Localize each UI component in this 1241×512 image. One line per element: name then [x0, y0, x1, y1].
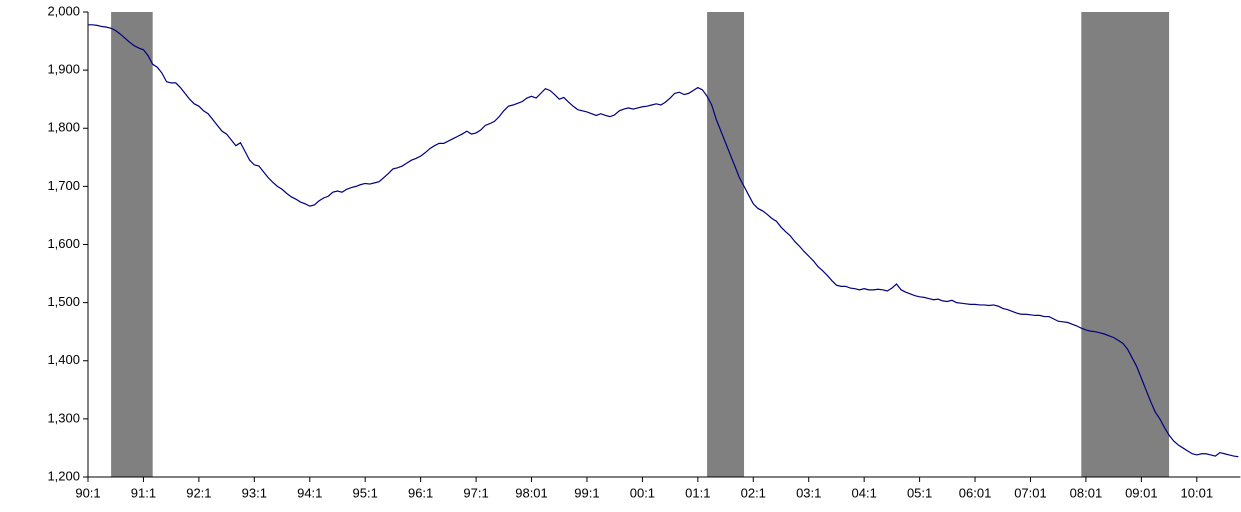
y-tick-label: 1,400 [47, 352, 80, 367]
x-tick-label: 00:1 [630, 485, 655, 500]
x-tick-label: 05:1 [907, 485, 932, 500]
y-tick-label: 1,500 [47, 294, 80, 309]
x-tick-label: 02:1 [741, 485, 766, 500]
x-tick-label: 90:1 [75, 485, 100, 500]
line-series [88, 24, 1239, 458]
x-tick-label: 07:01 [1014, 485, 1047, 500]
x-tick-label: 91:1 [131, 485, 156, 500]
x-tick-label: 97:1 [463, 485, 488, 500]
y-tick-label: 2,000 [47, 3, 80, 18]
x-tick-label: 99:1 [574, 485, 599, 500]
x-tick-label: 98:01 [515, 485, 548, 500]
y-tick-label: 1,900 [47, 62, 80, 77]
y-tick-label: 1,600 [47, 236, 80, 251]
x-tick-label: 01:1 [685, 485, 710, 500]
x-tick-label: 92:1 [186, 485, 211, 500]
x-tick-label: 08:01 [1070, 485, 1103, 500]
x-tick-label: 03:1 [796, 485, 821, 500]
y-tick-label: 1,800 [47, 120, 80, 135]
x-tick-label: 96:1 [408, 485, 433, 500]
x-tick-label: 09:01 [1125, 485, 1158, 500]
y-tick-label: 1,700 [47, 178, 80, 193]
y-tick-label: 1,300 [47, 410, 80, 425]
recession-band [707, 12, 745, 477]
x-tick-label: 10:01 [1181, 485, 1214, 500]
recession-band [1081, 12, 1170, 477]
x-tick-label: 94:1 [297, 485, 322, 500]
x-tick-label: 04:1 [852, 485, 877, 500]
x-tick-label: 06:01 [959, 485, 992, 500]
recession-band [111, 12, 153, 477]
x-tick-label: 93:1 [242, 485, 267, 500]
y-tick-label: 1,200 [47, 468, 80, 483]
x-tick-label: 95:1 [353, 485, 378, 500]
